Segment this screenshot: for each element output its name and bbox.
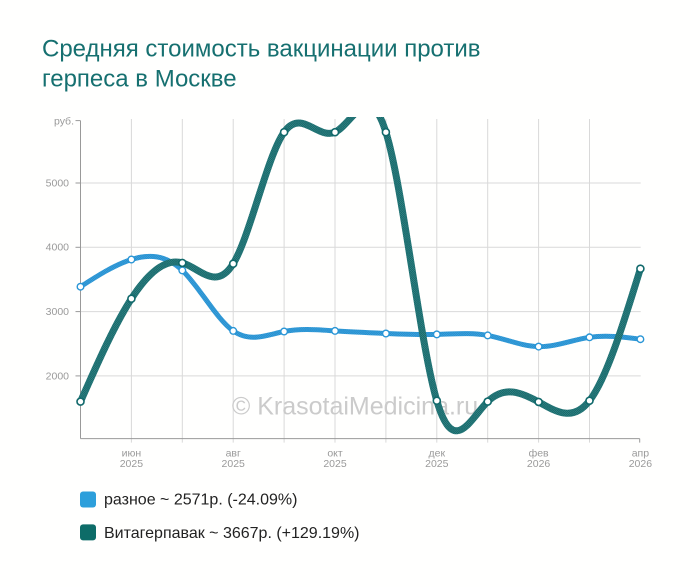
svg-text:Витагерпавак ~ 3667р. (+129.19: Витагерпавак ~ 3667р. (+129.19%)	[104, 525, 360, 542]
svg-text:2026: 2026	[629, 458, 653, 470]
svg-text:2025: 2025	[323, 458, 347, 470]
svg-text:герпеса в Москве: герпеса в Москве	[42, 66, 237, 93]
svg-text:2025: 2025	[120, 458, 144, 470]
svg-text:разное ~ 2571р. (-24.09%): разное ~ 2571р. (-24.09%)	[104, 492, 297, 509]
svg-text:2000: 2000	[46, 370, 70, 382]
svg-text:окт: окт	[327, 447, 343, 459]
svg-text:5000: 5000	[46, 177, 70, 189]
svg-text:авг: авг	[226, 447, 241, 459]
svg-text:3000: 3000	[46, 306, 70, 318]
svg-text:июн: июн	[122, 447, 142, 459]
svg-text:2025: 2025	[425, 458, 449, 470]
svg-text:дек: дек	[429, 447, 446, 459]
svg-text:2025: 2025	[222, 458, 246, 470]
svg-text:апр: апр	[632, 447, 650, 459]
svg-text:Средняя стоимость вакцинации п: Средняя стоимость вакцинации против	[42, 36, 481, 63]
svg-text:4000: 4000	[46, 242, 70, 254]
svg-text:2026: 2026	[527, 458, 551, 470]
svg-text:фев: фев	[529, 447, 549, 459]
svg-text:руб.: руб.	[54, 116, 74, 128]
